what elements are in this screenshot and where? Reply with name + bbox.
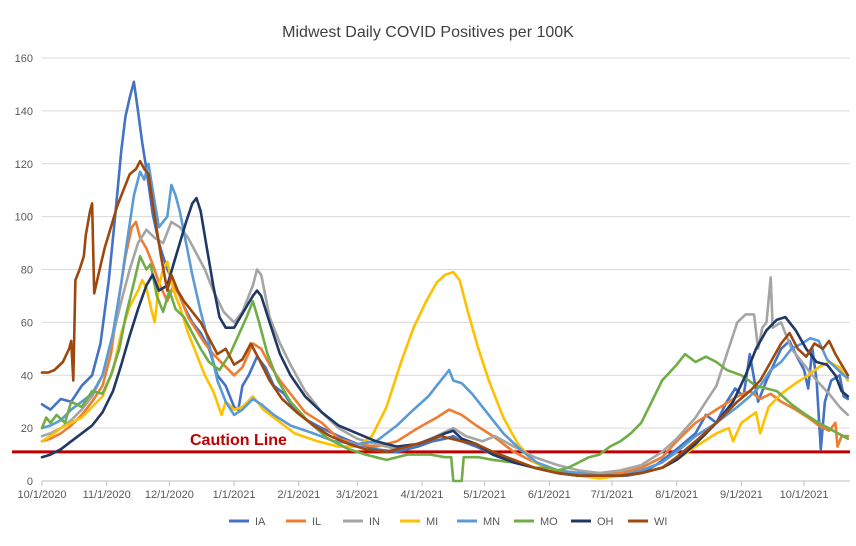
y-tick-label: 40 bbox=[21, 370, 33, 382]
legend-label-wi: WI bbox=[654, 516, 667, 528]
series-line-ia bbox=[40, 80, 850, 477]
y-tick-label: 60 bbox=[21, 317, 33, 329]
x-tick-label: 4/1/2021 bbox=[401, 489, 444, 501]
grid-layer bbox=[42, 57, 850, 429]
legend-label-mo: MO bbox=[540, 516, 558, 528]
y-tick-label: 0 bbox=[27, 476, 33, 488]
y-tick-label: 20 bbox=[21, 423, 33, 435]
caution-line-label: Caution Line bbox=[190, 432, 287, 449]
series-line-in bbox=[40, 220, 850, 475]
caution-line-layer: Caution Line bbox=[12, 432, 850, 454]
x-tick-label: 1/1/2021 bbox=[213, 489, 256, 501]
legend-label-in: IN bbox=[369, 516, 380, 528]
x-tick-label: 10/1/2020 bbox=[18, 489, 67, 501]
x-tick-label: 12/1/2020 bbox=[145, 489, 194, 501]
x-tick-label: 7/1/2021 bbox=[591, 489, 634, 501]
x-tick-label: 6/1/2021 bbox=[528, 489, 571, 501]
x-tick-label: 2/1/2021 bbox=[277, 489, 320, 501]
legend-label-mn: MN bbox=[483, 516, 500, 528]
y-tick-label: 160 bbox=[15, 53, 33, 65]
y-tick-label: 140 bbox=[15, 106, 33, 118]
series-layer bbox=[40, 80, 850, 483]
y-tick-label: 80 bbox=[21, 265, 33, 277]
x-tick-label: 10/1/2021 bbox=[780, 489, 829, 501]
x-tick-label: 3/1/2021 bbox=[336, 489, 379, 501]
chart-title: Midwest Daily COVID Positives per 100K bbox=[282, 24, 574, 41]
axis-layer: 0 20 40 60 80 100 120 140 160 10/1/2020 11/1/2020 1… bbox=[15, 53, 850, 501]
legend-label-mi: MI bbox=[426, 516, 438, 528]
legend-label-oh: OH bbox=[597, 516, 614, 528]
x-tick-label: 11/1/2020 bbox=[83, 489, 131, 501]
y-tick-label: 120 bbox=[15, 159, 33, 171]
series-line-mo bbox=[40, 255, 850, 483]
y-tick-label: 100 bbox=[15, 212, 33, 224]
legend-label-ia: IA bbox=[255, 516, 266, 528]
x-tick-label: 9/1/2021 bbox=[720, 489, 763, 501]
series-line-oh bbox=[40, 196, 850, 477]
x-tick-label: 8/1/2021 bbox=[655, 489, 698, 501]
legend-label-il: IL bbox=[312, 516, 321, 528]
x-tick-label: 5/1/2021 bbox=[463, 489, 506, 501]
series-line-wi bbox=[40, 159, 850, 477]
legend: IA IL IN MI MN MO OH WI bbox=[229, 516, 667, 528]
